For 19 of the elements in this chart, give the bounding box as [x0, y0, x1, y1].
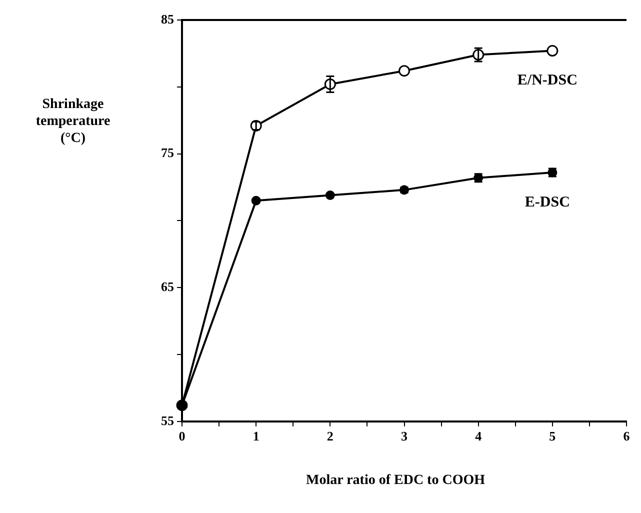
x-tick-label: 4: [475, 428, 482, 444]
x-tick-label: 6: [623, 428, 630, 444]
point: [546, 45, 558, 57]
y-tick-label: 55: [161, 412, 174, 428]
point: [325, 190, 335, 200]
series-label: E-DSC: [524, 194, 570, 210]
y-tick-label: 75: [161, 145, 174, 160]
point: [398, 65, 410, 77]
x-tick-label: 5: [549, 428, 556, 444]
x-axis-title: Molar ratio of EDC to COOH: [305, 473, 486, 489]
x-tick-label: 3: [401, 428, 408, 444]
y-axis-title: Shrinkage temperature (°C): [34, 96, 112, 147]
y-tick-label: 65: [161, 278, 174, 294]
point: [251, 196, 261, 206]
y-tick-label: 85: [161, 11, 174, 26]
x-tick-label: 0: [178, 428, 186, 444]
x-tick-label: 2: [326, 428, 334, 444]
x-tick-label: 1: [252, 428, 260, 444]
series-label: E/N-DSC: [517, 72, 578, 89]
